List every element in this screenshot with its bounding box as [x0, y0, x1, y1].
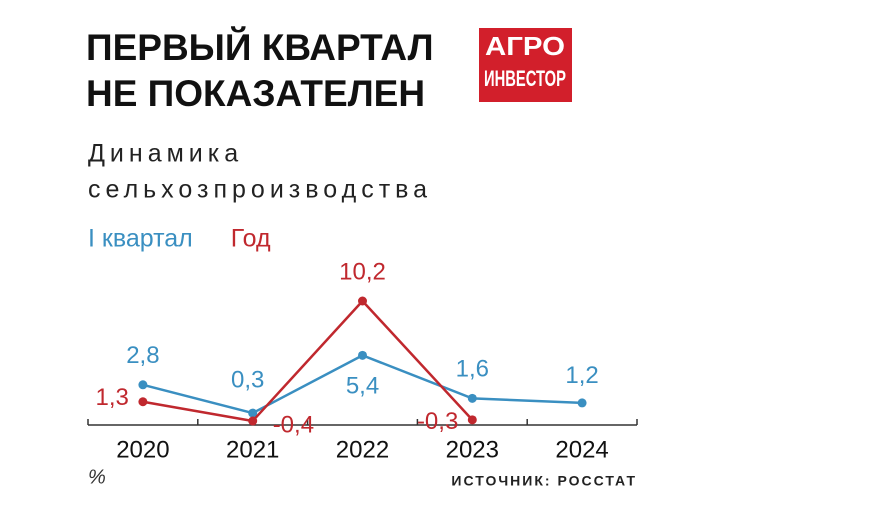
- x-tick-label: 2020: [116, 436, 169, 463]
- data-label: 1,2: [565, 362, 598, 389]
- logo-text: АГРО: [485, 31, 565, 61]
- data-label: -0,3: [417, 408, 458, 435]
- subtitle: Динамика: [88, 140, 243, 168]
- logo-text: ИНВЕСТОР: [484, 66, 566, 91]
- data-point: [358, 350, 367, 360]
- logo-box: [479, 28, 572, 102]
- data-point: [467, 415, 477, 425]
- data-point: [248, 408, 258, 418]
- data-label: 10,2: [339, 258, 386, 285]
- x-tick-label: 2023: [446, 436, 499, 463]
- data-label: 1,6: [456, 356, 489, 383]
- data-label: -0,4: [273, 411, 314, 438]
- data-point: [138, 380, 148, 390]
- data-point: [467, 393, 477, 403]
- chart-title: НЕ ПОКАЗАТЕЛЕН: [86, 73, 425, 114]
- x-tick-label: 2021: [226, 436, 279, 463]
- chart-title: ПЕРВЫЙ КВАРТАЛ: [86, 26, 434, 68]
- data-label: 0,3: [231, 366, 264, 393]
- x-tick-label: 2024: [555, 436, 608, 463]
- data-label: 5,4: [346, 373, 379, 400]
- x-tick-label: 2022: [336, 436, 389, 463]
- unit: %: [88, 466, 106, 488]
- data-label: 2,8: [126, 342, 159, 369]
- data-point: [248, 416, 258, 426]
- data-point: [138, 397, 148, 407]
- data-label: 1,3: [96, 384, 129, 411]
- legend-label: I квартал: [88, 225, 193, 253]
- subtitle: сельхозпроизводства: [88, 176, 432, 204]
- series-line: [142, 299, 474, 423]
- data-point: [577, 398, 587, 408]
- legend-label: Год: [231, 225, 271, 253]
- source: ИСТОЧНИК: РОССТАТ: [451, 473, 637, 489]
- data-point: [358, 296, 367, 306]
